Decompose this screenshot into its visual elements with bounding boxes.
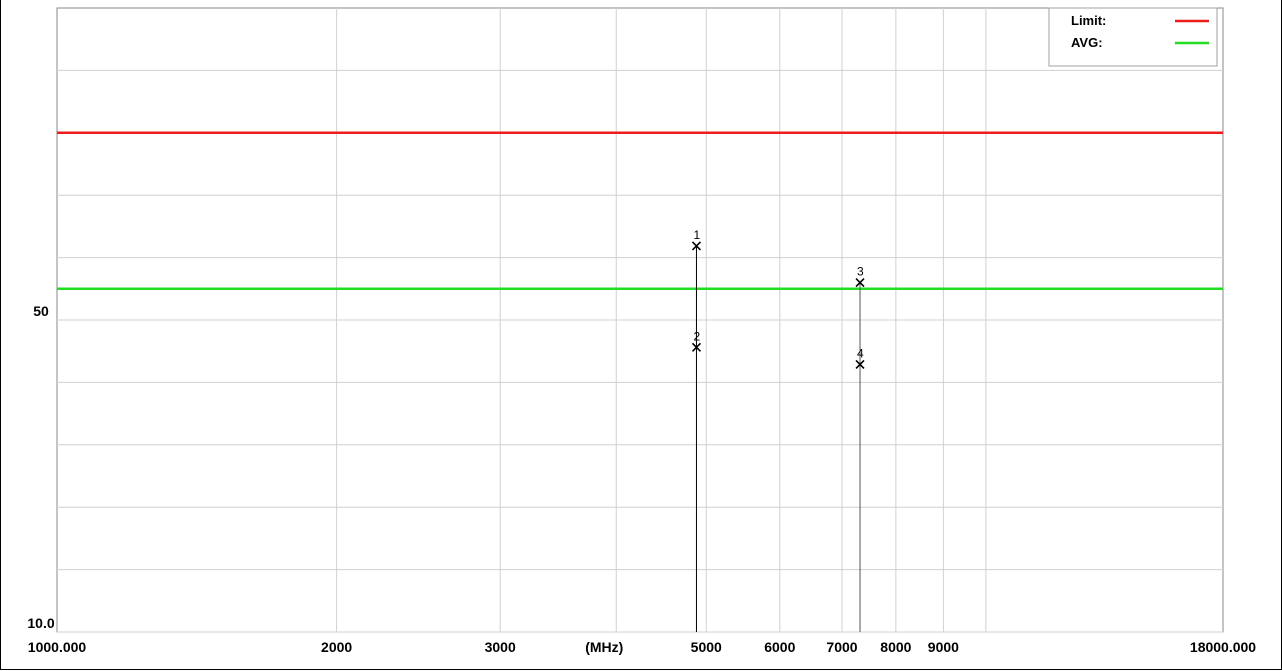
marker-1-point [691, 241, 702, 251]
x-tick-label: 2000 [321, 639, 352, 655]
marker-2-label: 2 [693, 329, 700, 343]
marker-3-point [855, 277, 865, 288]
x-tick-label: 18000.000 [1190, 639, 1256, 655]
marker-1-label: 1 [693, 228, 700, 242]
marker-2-point [691, 342, 702, 352]
marker-3-label: 3 [857, 265, 864, 279]
y-tick-label: 10.0 [27, 615, 54, 631]
legend-label: AVG: [1071, 35, 1103, 50]
y-tick-label: 50 [33, 303, 49, 319]
marker-4-point [855, 359, 865, 370]
x-tick-label: 3000 [485, 639, 516, 655]
x-unit-label: (MHz) [585, 639, 623, 655]
x-tick-label: 6000 [764, 639, 795, 655]
legend-box [1048, 7, 1218, 67]
marker-4-label: 4 [857, 346, 864, 360]
x-tick-label: 5000 [691, 639, 722, 655]
x-tick-label: 7000 [826, 639, 857, 655]
x-tick-label: 8000 [880, 639, 911, 655]
legend-label: Limit: [1071, 13, 1106, 28]
x-tick-label: 9000 [928, 639, 959, 655]
x-tick-label: 1000.000 [28, 639, 87, 655]
